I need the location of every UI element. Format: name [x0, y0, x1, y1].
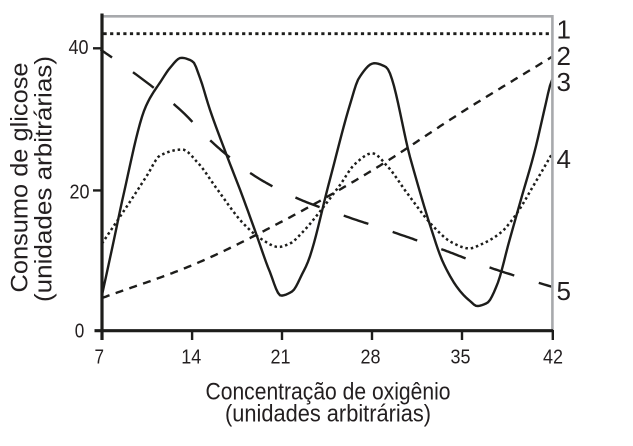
svg-text:42: 42	[543, 347, 563, 369]
svg-text:Consumo de glicose: Consumo de glicose	[7, 63, 34, 293]
svg-text:(unidades arbitrárias): (unidades arbitrárias)	[225, 400, 431, 427]
svg-text:Concentração de oxigênio: Concentração de oxigênio	[206, 378, 451, 405]
svg-text:1: 1	[557, 15, 571, 45]
svg-text:(unidades arbitrárias): (unidades arbitrárias)	[31, 56, 58, 302]
svg-text:14: 14	[181, 347, 201, 369]
svg-text:2: 2	[557, 41, 571, 71]
svg-text:3: 3	[557, 67, 571, 97]
svg-text:0: 0	[75, 321, 85, 343]
svg-text:4: 4	[557, 144, 571, 174]
svg-text:21: 21	[271, 347, 291, 369]
svg-text:40: 40	[69, 37, 89, 59]
svg-text:20: 20	[70, 182, 90, 204]
svg-text:5: 5	[557, 276, 571, 306]
svg-text:28: 28	[361, 347, 381, 369]
svg-text:7: 7	[94, 347, 104, 369]
svg-text:35: 35	[451, 347, 471, 369]
